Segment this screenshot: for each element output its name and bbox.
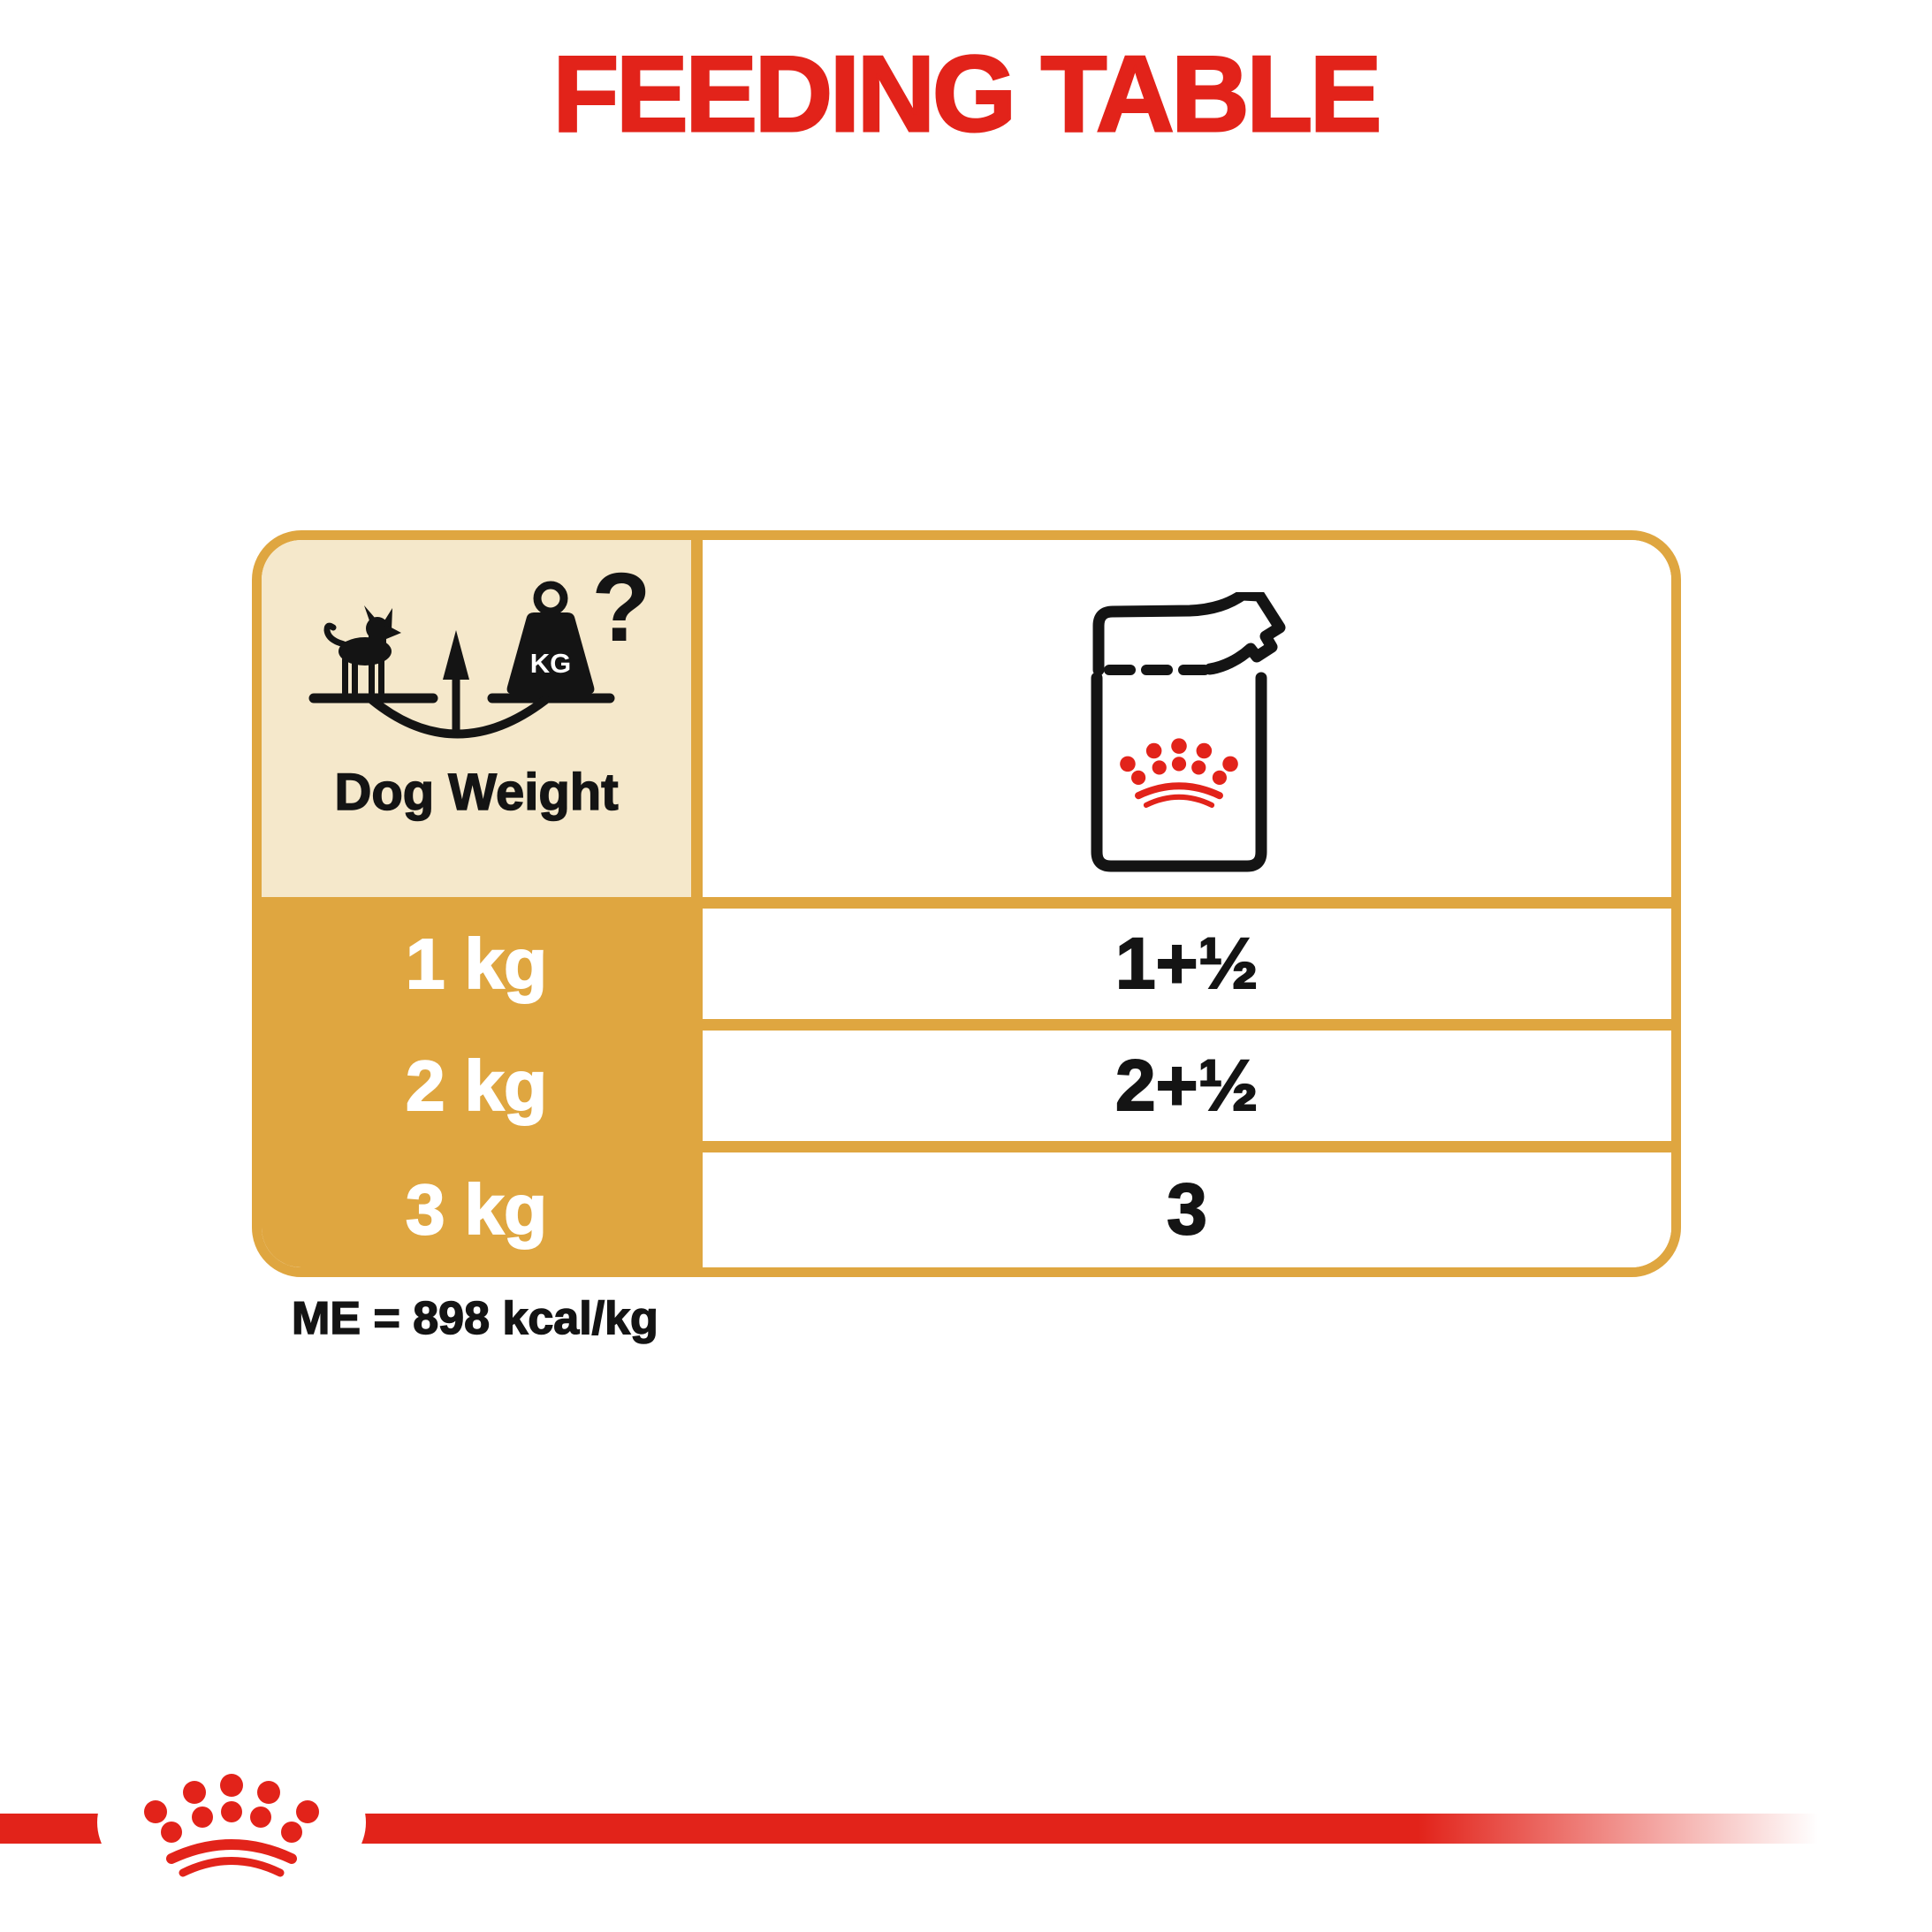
small-dog-icon bbox=[323, 605, 401, 696]
dog-weight-scale-icon: KG ? bbox=[308, 554, 651, 739]
metabolizable-energy-note: ME = 898 kcal/kg bbox=[291, 1292, 658, 1345]
portion-row-1: 1+½ bbox=[1114, 923, 1259, 1005]
row-separator bbox=[703, 1141, 1671, 1152]
dog-weight-header-cell: KG ? Dog Weight bbox=[262, 540, 691, 897]
dog-weight-label: Dog Weight bbox=[334, 763, 620, 822]
weight-row-1: 1 kg bbox=[405, 924, 548, 1004]
kg-weight-icon: KG bbox=[506, 581, 595, 694]
food-pouch-icon bbox=[1091, 592, 1285, 872]
column-divider bbox=[691, 540, 703, 1267]
portion-row-3: 3 bbox=[1166, 1168, 1208, 1251]
kg-label: KG bbox=[530, 648, 572, 679]
row-separator bbox=[703, 897, 1671, 909]
question-mark: ? bbox=[591, 554, 650, 662]
dog-weight-column: KG ? Dog Weight 1 kg 2 kg 3 kg bbox=[262, 540, 691, 1267]
row-separator bbox=[703, 1019, 1671, 1031]
feeding-table: KG ? Dog Weight 1 kg 2 kg 3 kg bbox=[252, 530, 1681, 1277]
weight-rows: 1 kg 2 kg 3 kg bbox=[262, 897, 691, 1267]
weight-row-3: 3 kg bbox=[405, 1169, 548, 1250]
arrow-up-icon bbox=[443, 630, 469, 680]
weight-row-2: 2 kg bbox=[405, 1046, 548, 1126]
portion-column: 1+½ 2+½ 3 bbox=[703, 540, 1671, 1267]
portion-row-2: 2+½ bbox=[1114, 1045, 1259, 1127]
brand-footer bbox=[0, 1750, 1818, 1906]
page-title: FEEDING TABLE bbox=[551, 33, 1383, 156]
pouch-header-cell bbox=[703, 540, 1671, 897]
